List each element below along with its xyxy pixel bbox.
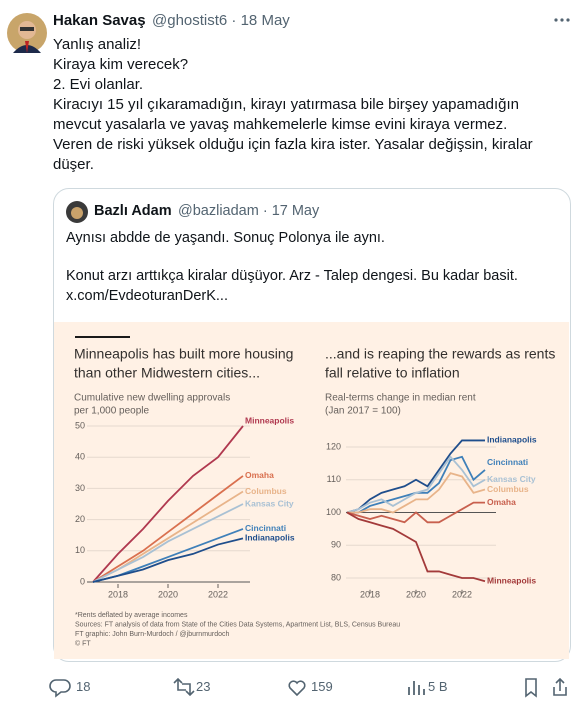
series-label: Cincinnati — [487, 457, 528, 467]
series-label: Columbus — [487, 484, 529, 494]
x-tick-label: 2020 — [406, 589, 426, 599]
quote-line: Konut arzı arttıkça kiralar düşüyor. Arz… — [66, 268, 518, 284]
author-name[interactable]: Hakan Savaş — [53, 12, 146, 29]
quote-author: Bazlı Adam — [94, 203, 172, 219]
chart-subtitle: Cumulative new dwelling approvals — [74, 393, 230, 404]
x-tick-label: 2020 — [158, 589, 178, 599]
series-line — [346, 439, 485, 514]
quote-line: Aynısı abdde de yaşandı. Sonuç Polonya i… — [66, 230, 385, 246]
view-count[interactable]: 5 B — [428, 679, 448, 694]
avatar[interactable] — [7, 13, 47, 53]
y-tick-label: 30 — [75, 483, 85, 493]
y-tick-label: 110 — [327, 474, 341, 484]
y-tick-label: 90 — [331, 540, 341, 550]
series-line — [347, 472, 486, 514]
series-line — [92, 537, 244, 583]
chart-subtitle: Real-terms change in median rent — [325, 393, 476, 404]
action-icons — [49, 677, 567, 698]
series-label: Indianapolis — [245, 533, 295, 543]
author-meta[interactable]: @ghostist6 · 18 May — [152, 12, 290, 29]
image-note: *Rents deflated by average incomes — [75, 612, 188, 619]
y-tick-label: 0 — [80, 576, 85, 586]
chart-title: Minneapolis has built more housing — [74, 346, 293, 362]
x-tick-label: 2022 — [208, 589, 228, 599]
like-count[interactable]: 159 — [311, 679, 333, 694]
y-tick-label: 50 — [75, 420, 85, 430]
series-label: Kansas City — [245, 498, 294, 508]
y-tick-label: 10 — [75, 545, 85, 555]
chart-image: Minneapolis has built more housing than o… — [54, 322, 569, 659]
quote-card[interactable] — [53, 188, 571, 662]
y-tick-label: 120 — [326, 441, 341, 451]
image-note: FT graphic: John Burn-Murdoch / @jburnmu… — [75, 631, 230, 638]
tweet-line: 2. Evi olanlar. — [53, 76, 144, 93]
chart-title: than other Midwestern cities... — [74, 365, 260, 381]
series-line — [92, 425, 244, 583]
chart-title: ...and is reaping the rewards as rents — [325, 346, 555, 362]
y-tick-label: 80 — [331, 572, 341, 582]
series-label: Columbus — [245, 486, 287, 496]
x-tick-label: 2022 — [452, 589, 472, 599]
quote-avatar — [66, 201, 88, 223]
series-line — [346, 501, 485, 524]
tweet-line: mevcut yasalarla ve yavaş mahkemelerle k… — [53, 116, 508, 133]
series-line — [92, 475, 244, 583]
quote-meta: @bazliadam · 17 May — [178, 203, 320, 219]
tweet-line: Kiracıyı 15 yıl çıkaramadığın, kirayı ya… — [53, 96, 520, 113]
chart-title: fall relative to inflation — [325, 365, 460, 381]
series-label: Minneapolis — [245, 415, 294, 425]
series-label: Kansas City — [487, 474, 536, 484]
tweet-line: Veren de riski yüksek olduğu için fazla … — [53, 136, 533, 153]
y-tick-label: 20 — [75, 514, 85, 524]
series-line — [346, 455, 486, 514]
series-label: Minneapolis — [487, 576, 536, 586]
y-tick-label: 100 — [326, 507, 341, 517]
image-note: Sources: FT analysis of data from State … — [75, 621, 400, 628]
chart-subtitle: (Jan 2017 = 100) — [325, 406, 401, 417]
tweet-line: Kiraya kim verecek? — [53, 56, 189, 73]
reply-count[interactable]: 18 — [76, 679, 91, 694]
image-note: © FT — [75, 639, 91, 647]
tweet-line: düşer. — [53, 156, 94, 173]
chart-subtitle: per 1,000 people — [74, 406, 150, 417]
series-line — [92, 503, 244, 583]
series-label: Cincinnati — [245, 523, 286, 533]
x-tick-label: 2018 — [360, 589, 380, 599]
repost-count[interactable]: 23 — [196, 679, 211, 694]
quote-line: x.com/EvdeoturanDerK... — [66, 288, 228, 304]
x-tick-label: 2018 — [108, 589, 128, 599]
series-line — [346, 511, 486, 583]
series-label: Omaha — [245, 470, 274, 480]
series-label: Indianapolis — [487, 435, 537, 445]
more-button[interactable] — [552, 14, 572, 26]
tweet-line: Yanlış analiz! — [53, 36, 142, 53]
series-label: Omaha — [487, 497, 516, 507]
y-tick-label: 40 — [75, 452, 85, 462]
